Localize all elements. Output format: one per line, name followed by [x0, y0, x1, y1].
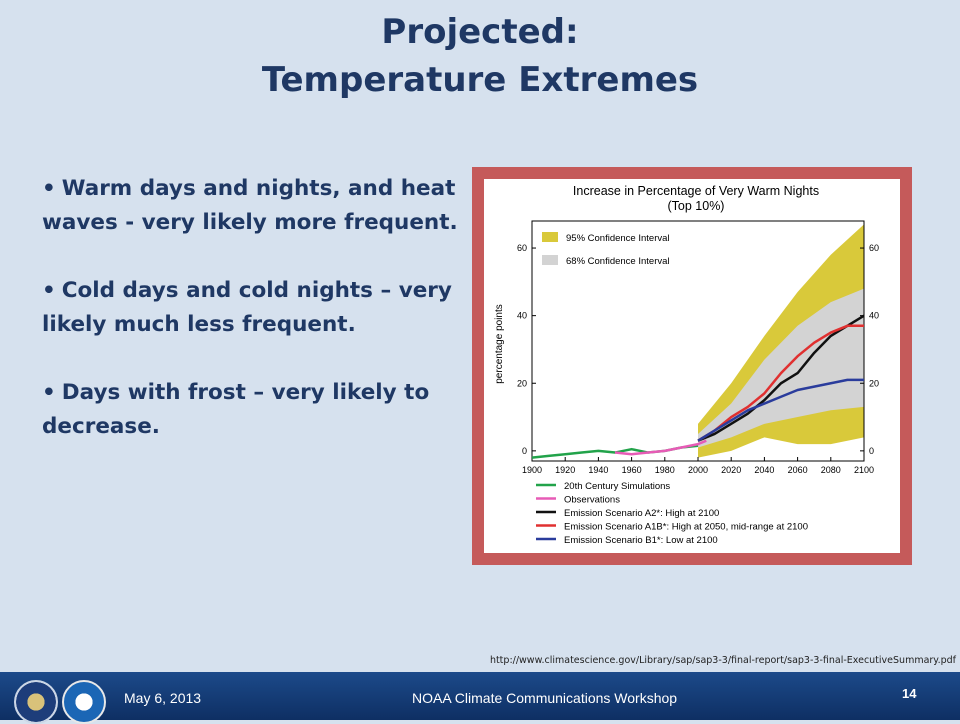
x-tick-label: 2060 — [788, 465, 808, 475]
chart-svg: Increase in Percentage of Very Warm Nigh… — [494, 184, 879, 546]
series-line-3 — [697, 324, 864, 442]
x-tick-label: 2020 — [721, 465, 741, 475]
bullet-dot: • — [42, 380, 56, 405]
chart-panel: Increase in Percentage of Very Warm Nigh… — [484, 179, 900, 553]
y-axis-label: percentage points — [494, 304, 505, 384]
confidence-legend: 95% Confidence Interval 68% Confidence In… — [542, 232, 670, 267]
series-line-1 — [614, 439, 707, 456]
x-tick-label: 1960 — [622, 465, 642, 475]
slide-title: Projected: Temperature Extremes — [0, 8, 960, 104]
footer-workshop: NOAA Climate Communications Workshop — [412, 690, 678, 706]
bullet-item: • Days with frost – very likely to decrea… — [42, 376, 472, 444]
y-tick-label-right: 60 — [869, 243, 879, 253]
bullet-item: • Cold days and cold nights – very likely… — [42, 274, 472, 342]
band-legend-swatch — [542, 232, 558, 242]
x-tick-label: 2100 — [854, 465, 874, 475]
series-legend-label: Emission Scenario B1*: Low at 2100 — [564, 535, 718, 546]
bullet-item: • Warm days and nights, and heat waves - … — [42, 172, 472, 240]
chart-frame: Increase in Percentage of Very Warm Nigh… — [472, 167, 912, 565]
footer-date: May 6, 2013 — [124, 690, 202, 706]
x-tick-label: 1980 — [655, 465, 675, 475]
y-tick-label-right: 0 — [869, 446, 874, 456]
confidence-band-1 — [698, 288, 864, 448]
bullet-text: Days with frost – very likely to decreas… — [42, 380, 430, 439]
bullet-list: • Warm days and nights, and heat waves - … — [42, 172, 472, 478]
series-legend-label: Emission Scenario A1B*: High at 2050, mi… — [564, 522, 808, 533]
y-tick-label: 0 — [522, 446, 527, 456]
source-link[interactable]: http://www.climatescience.gov/Library/sa… — [489, 655, 956, 666]
chart-title: Increase in Percentage of Very Warm Nigh… — [573, 184, 819, 198]
x-tick-label: 2000 — [688, 465, 708, 475]
footer-bar: May 6, 2013 NOAA Climate Communications … — [0, 672, 960, 724]
title-line-2: Temperature Extremes — [261, 60, 699, 100]
x-tick-label: 1940 — [588, 465, 608, 475]
x-tick-label: 1920 — [555, 465, 575, 475]
bullet-dot: • — [42, 278, 56, 303]
y-tick-label: 20 — [517, 378, 527, 388]
bullet-dot: • — [42, 176, 56, 201]
series-legend: 20th Century Simulations Observations Emis… — [536, 481, 808, 546]
noaa-logo-icon — [62, 680, 106, 724]
page-number: 14 — [902, 686, 917, 701]
x-tick-label: 2040 — [754, 465, 774, 475]
x-tick-label: 1900 — [522, 465, 542, 475]
series-line-0 — [531, 444, 699, 459]
series-legend-label: Observations — [564, 495, 620, 506]
series-legend-label: Emission Scenario A2*: High at 2100 — [564, 508, 719, 519]
band-legend-label: 68% Confidence Interval — [566, 256, 670, 267]
x-tick-label: 2080 — [821, 465, 841, 475]
bullet-text: Warm days and nights, and heat waves - v… — [42, 176, 458, 235]
chart-subtitle: (Top 10%) — [668, 199, 725, 213]
y-tick-label: 40 — [517, 311, 527, 321]
department-of-commerce-seal-icon — [14, 680, 58, 724]
band-legend-label: 95% Confidence Interval — [566, 233, 670, 244]
series-line-2 — [697, 314, 865, 442]
title-line-1: Projected: — [381, 12, 579, 52]
y-tick-label-right: 20 — [869, 378, 879, 388]
y-tick-label-right: 40 — [869, 311, 879, 321]
bullet-text: Cold days and cold nights – very likely … — [42, 278, 452, 337]
series-legend-label: 20th Century Simulations — [564, 481, 670, 492]
plot-area: 1900 1920 1940 1960 1980 2000 2020 2040 2060 2080… — [517, 220, 879, 475]
band-legend-swatch — [542, 255, 558, 265]
y-tick-label: 60 — [517, 243, 527, 253]
series-line-4 — [697, 378, 864, 442]
